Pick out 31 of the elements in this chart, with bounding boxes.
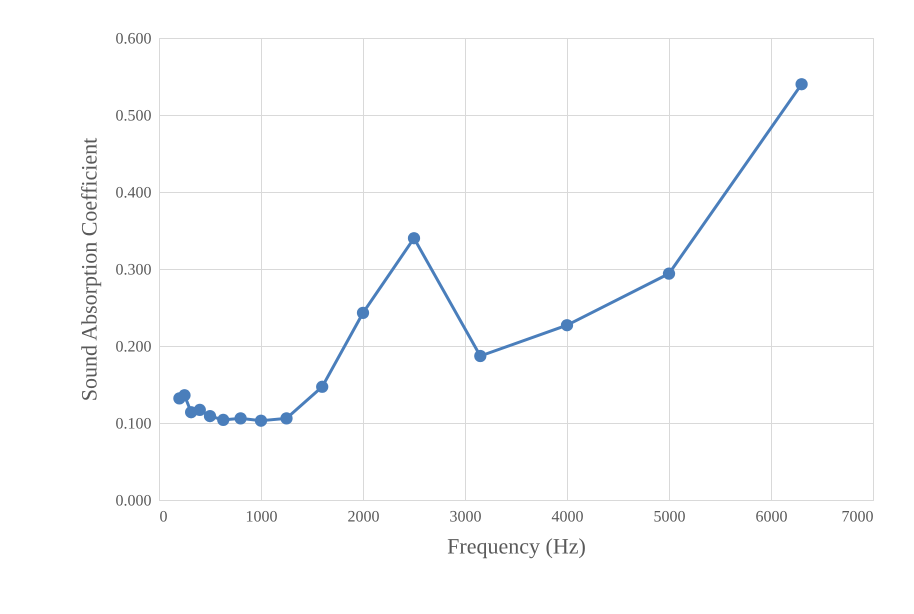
point [356, 306, 370, 319]
point [474, 350, 486, 362]
x-tick-label: 4000 [552, 508, 584, 526]
x-tick-label: 7000 [842, 508, 874, 526]
y-tick-label: 0.600 [116, 30, 152, 48]
x-tick-label: 0 [160, 508, 168, 526]
x-tick-label: 6000 [756, 508, 788, 526]
y-tick-label: 0.300 [116, 262, 152, 278]
y-tick-label: 0.100 [116, 416, 152, 432]
point [795, 78, 808, 90]
point [560, 319, 574, 332]
x-tick-label: 1000 [246, 508, 278, 526]
y-axis-title: Sound Absorption Coefficient [76, 138, 102, 402]
point [204, 410, 216, 422]
point [316, 380, 328, 393]
point [194, 404, 206, 416]
point [254, 414, 268, 427]
x-tick-label: 5000 [654, 508, 686, 526]
x-tick-label: 2000 [348, 508, 380, 526]
point [662, 268, 676, 280]
point [280, 412, 293, 424]
y-tick-label: 0.200 [116, 338, 152, 356]
x-axis-title: Frequency (Hz) [447, 534, 586, 558]
point [408, 232, 420, 244]
point [234, 412, 247, 424]
y-tick-label: 0.000 [116, 492, 152, 510]
point [178, 389, 191, 402]
y-tick-label: 0.400 [116, 184, 152, 202]
point [217, 414, 230, 426]
y-tick-label: 0.500 [116, 108, 152, 124]
x-tick-label: 3000 [450, 508, 482, 526]
